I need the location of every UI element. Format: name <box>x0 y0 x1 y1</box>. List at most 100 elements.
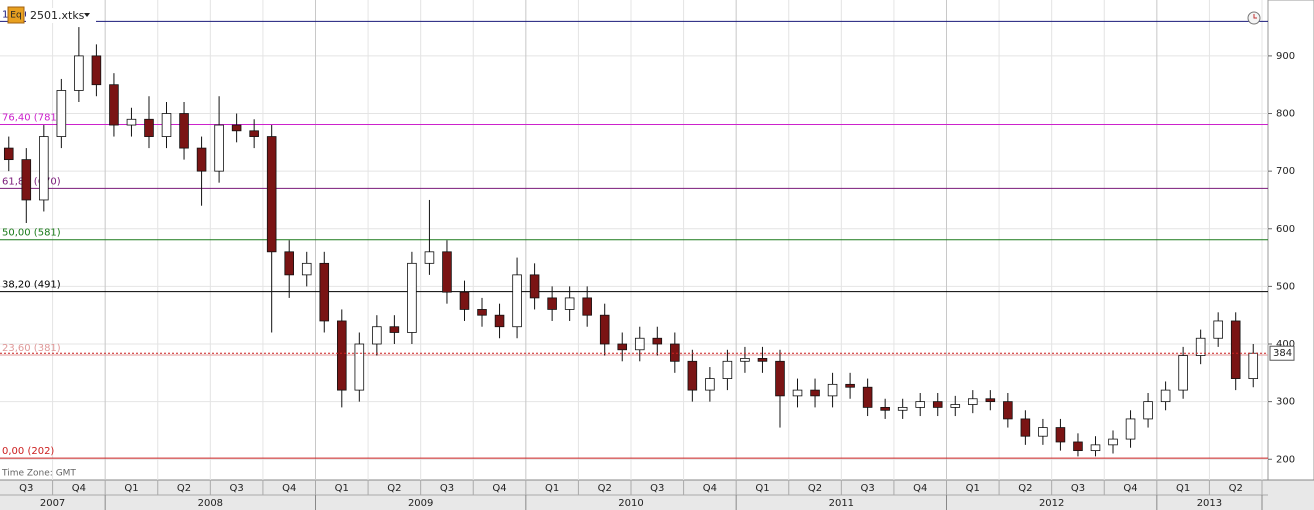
candle-body <box>810 389 820 397</box>
quarter-label: Q2 <box>1229 483 1243 494</box>
candle-body <box>512 274 522 328</box>
candle-body <box>582 297 592 316</box>
candle-body <box>39 136 49 201</box>
y-tick-label: 900 <box>1276 51 1295 62</box>
candle-body <box>91 55 102 86</box>
candle-body <box>144 118 154 137</box>
candle-body <box>687 360 698 391</box>
candle-body <box>1248 352 1259 379</box>
year-label: 2009 <box>408 498 433 509</box>
quarter-label: Q1 <box>335 483 349 494</box>
y-tick-label: 700 <box>1276 166 1295 177</box>
candle-body <box>529 274 540 299</box>
level-label: 23,60 (381) <box>2 343 61 354</box>
candle-body <box>389 326 400 333</box>
candle-body <box>1160 389 1171 403</box>
candle-body <box>897 406 908 411</box>
quarter-label: Q3 <box>230 483 244 494</box>
candle-body <box>442 251 452 293</box>
candle-body <box>1125 418 1136 440</box>
y-tick-label: 600 <box>1276 224 1295 235</box>
quarter-label: Q1 <box>755 483 769 494</box>
quarter-label: Q2 <box>808 483 822 494</box>
candle-body <box>424 251 435 264</box>
quarter-label: Q3 <box>440 483 454 494</box>
candle-body <box>56 90 67 137</box>
symbol-box[interactable] <box>26 8 96 23</box>
year-label: 2010 <box>618 498 643 509</box>
candle-body <box>266 136 277 253</box>
level-label: 50,00 (581) <box>2 228 61 239</box>
y-tick-label: 300 <box>1276 397 1295 408</box>
symbol[interactable]: 2501.xtks <box>30 9 85 22</box>
candle-body <box>1090 444 1101 452</box>
candle-body <box>950 404 961 408</box>
candle-body <box>775 360 785 397</box>
candle-body <box>1143 401 1153 420</box>
candle-body <box>3 147 14 161</box>
candle-body <box>1055 427 1066 443</box>
quarter-label: Q1 <box>124 483 138 494</box>
candle-body <box>599 314 610 345</box>
level-label: 0,00 (202) <box>2 446 54 457</box>
candle-body <box>670 343 680 362</box>
quarter-label: Q2 <box>177 483 191 494</box>
candle-body <box>337 320 347 391</box>
last-price-box <box>1269 345 1295 361</box>
quarter-label: Q3 <box>650 483 664 494</box>
quarter-label: Q4 <box>913 483 927 494</box>
candle-body <box>494 314 505 328</box>
candle-body <box>1003 401 1013 420</box>
candle-body <box>827 383 838 397</box>
quarter-label: Q3 <box>19 483 33 494</box>
y-tick-label: 400 <box>1276 339 1295 350</box>
candle-body <box>1108 438 1118 446</box>
candle-body <box>652 337 663 345</box>
candle-body <box>845 383 855 388</box>
candle-body <box>196 147 207 172</box>
quarter-label: Q2 <box>387 483 401 494</box>
candle-body <box>179 113 189 149</box>
candle-body <box>407 262 417 333</box>
year-label: 2007 <box>40 498 65 509</box>
candle-body <box>1038 427 1048 437</box>
year-label: 2011 <box>829 498 854 509</box>
quarter-label: Q3 <box>1071 483 1085 494</box>
candle-body <box>301 262 312 276</box>
candle-body <box>1213 320 1223 339</box>
candle-body <box>862 386 873 408</box>
quarter-label: Q1 <box>545 483 559 494</box>
candle-body <box>932 401 943 408</box>
candle-body <box>214 124 224 172</box>
quarter-label: Q1 <box>1176 483 1190 494</box>
year-label: 2012 <box>1039 498 1064 509</box>
level-label: 76,40 (781) <box>2 112 61 123</box>
symbol-icon-text: Eq <box>10 11 21 21</box>
last-price-label: 384 <box>1273 348 1292 359</box>
y-tick-label: 200 <box>1276 454 1295 465</box>
year-label: 2008 <box>198 498 223 509</box>
candle-body <box>319 262 330 322</box>
candle-body <box>915 401 925 408</box>
candle-body <box>21 159 32 201</box>
candle-body <box>459 291 470 310</box>
candle-body <box>1073 441 1083 452</box>
level-label: 61,80 (670) <box>2 176 61 187</box>
clock-hands <box>1253 14 1257 19</box>
quarter-label: Q4 <box>282 483 296 494</box>
candle-body <box>1178 355 1188 391</box>
quarter-label: Q2 <box>1018 483 1032 494</box>
quarter-label: Q4 <box>492 483 506 494</box>
candle-body <box>126 118 137 126</box>
candle-body <box>547 297 557 310</box>
candle-body <box>617 343 628 351</box>
y-axis-area <box>1267 0 1314 481</box>
dropdown-arrow[interactable] <box>84 13 90 17</box>
symbol-icon[interactable] <box>7 6 25 24</box>
candle-body <box>161 113 172 137</box>
level-label: 38,20 (491) <box>2 280 61 291</box>
candle-body <box>1195 337 1206 356</box>
candle-body <box>757 358 768 362</box>
quarter-label: Q1 <box>966 483 980 494</box>
